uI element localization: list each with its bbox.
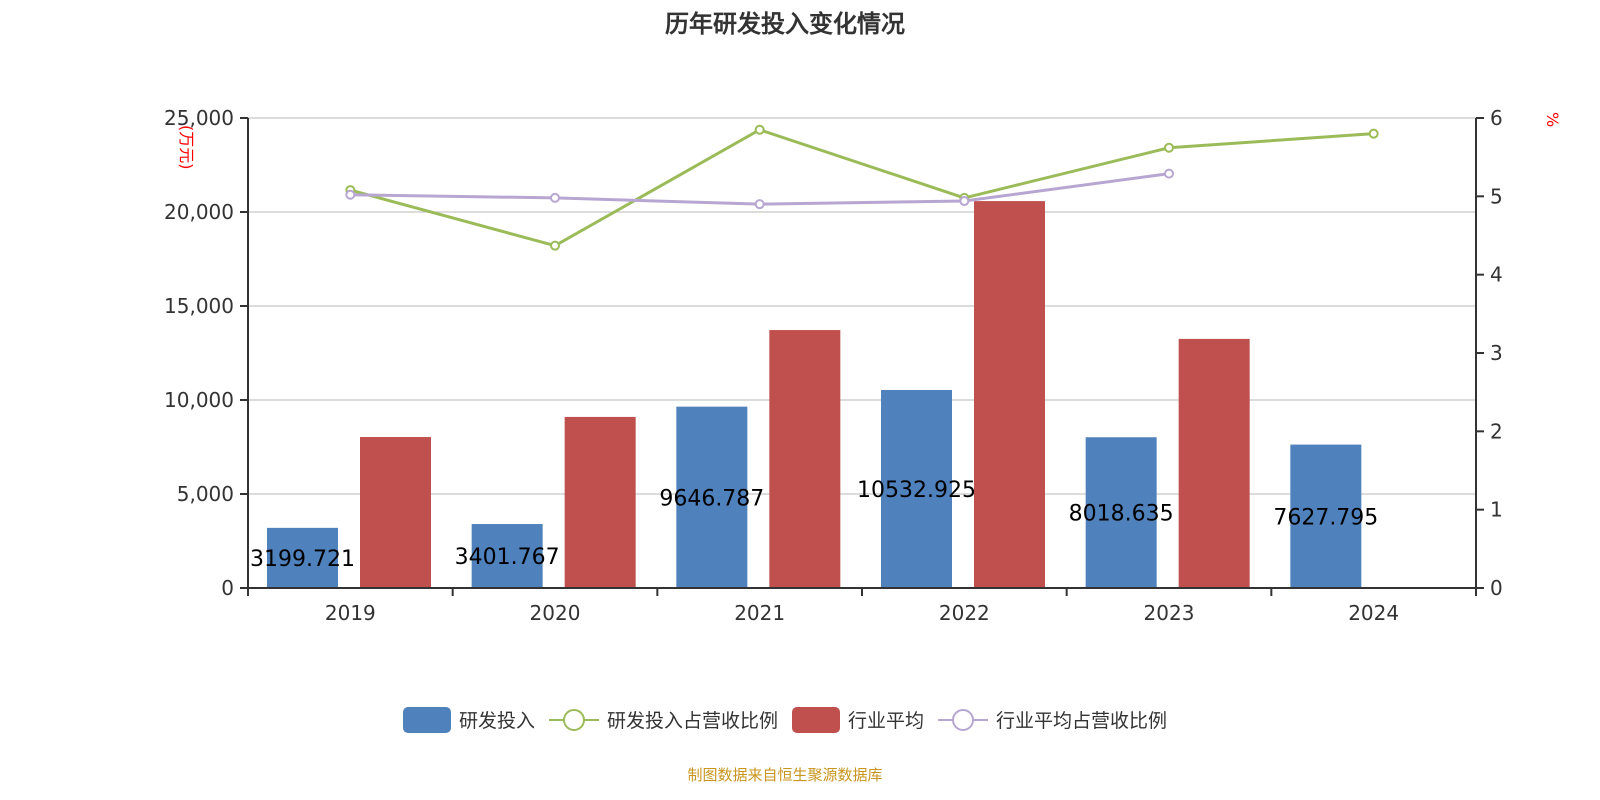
x-tick-label: 2021 [734, 601, 785, 625]
x-tick-label: 2024 [1348, 601, 1399, 625]
source-footer: 制图数据来自恒生聚源数据库 [687, 766, 883, 784]
bar-industry [974, 201, 1045, 588]
line-point [1164, 168, 1174, 179]
y-right-tick-label: 1 [1490, 498, 1503, 522]
bar-rd [1085, 437, 1157, 588]
y-left-tick-label: 5,000 [177, 482, 234, 506]
y-left-tick-label: 15,000 [164, 294, 234, 318]
bar-value-label: 3401.767 [455, 545, 560, 570]
line-point [754, 199, 765, 210]
legend-swatch [792, 706, 840, 733]
y-left-tick-label: 0 [221, 576, 234, 600]
y-right-tick-label: 4 [1490, 263, 1503, 287]
legend-label: 行业平均 [848, 710, 925, 732]
bar-rd [471, 524, 543, 588]
legend-line-marker-icon [548, 708, 599, 731]
bar-value-label: 8018.635 [1069, 502, 1174, 527]
legend-line-marker-icon [938, 708, 989, 731]
bar-industry [1178, 338, 1250, 588]
bar-rd [676, 406, 748, 588]
bar-value-label: 3199.721 [250, 547, 355, 572]
legend-item-rd-ratio[interactable]: 研发投入占营收比例 [548, 706, 778, 733]
legend-item-ind[interactable]: 行业平均 [792, 706, 924, 733]
line-point [1164, 142, 1174, 153]
bar-value-label: 9646.787 [659, 486, 764, 511]
legend-label: 行业平均占营收比例 [996, 710, 1168, 732]
bar-value-label: 10532.925 [857, 478, 976, 503]
legend: 研发投入 研发投入占营收比例 行业平均 行业平均占营收比例 [0, 706, 1570, 733]
line-point [550, 192, 560, 203]
chart-title: 历年研发投入变化情况 [665, 10, 905, 38]
y-right-tick-label: 5 [1490, 184, 1503, 208]
bar-rd [1290, 444, 1362, 588]
legend-label: 研发投入 [458, 710, 535, 732]
x-tick-label: 2022 [939, 601, 990, 625]
bar-industry [769, 330, 841, 588]
line-point [345, 189, 356, 200]
legend-label: 研发投入占营收比例 [606, 710, 778, 732]
line-point [959, 196, 970, 207]
y-right-tick-label: 6 [1490, 106, 1503, 130]
x-tick-label: 2019 [325, 601, 376, 625]
line-rd-ratio [349, 128, 1374, 248]
bar-rd [267, 527, 338, 588]
y-left-tick-label: 10,000 [164, 388, 234, 412]
bar-rd [881, 389, 952, 588]
x-tick-label: 2020 [530, 601, 581, 625]
y-right-tick-label: 3 [1490, 341, 1503, 365]
y-left-axis-label: (万元) [177, 125, 196, 170]
legend-swatch [402, 706, 451, 733]
line-point [1368, 128, 1379, 139]
legend-item-rd[interactable]: 研发投入 [402, 706, 535, 733]
line-point [550, 240, 560, 251]
legend-item-ind-ratio[interactable]: 行业平均占营收比例 [938, 706, 1167, 733]
y-right-tick-label: 0 [1490, 576, 1503, 600]
line-point [754, 124, 765, 135]
bar-industry [564, 416, 636, 588]
y-left-tick-label: 25,000 [164, 106, 234, 130]
y-right-axis-label: % [1543, 112, 1562, 127]
y-left-tick-label: 20,000 [164, 200, 234, 224]
x-tick-label: 2023 [1144, 601, 1195, 625]
bar-value-label: 7627.795 [1273, 505, 1378, 530]
bar-industry [360, 437, 431, 588]
y-right-tick-label: 2 [1490, 419, 1503, 443]
